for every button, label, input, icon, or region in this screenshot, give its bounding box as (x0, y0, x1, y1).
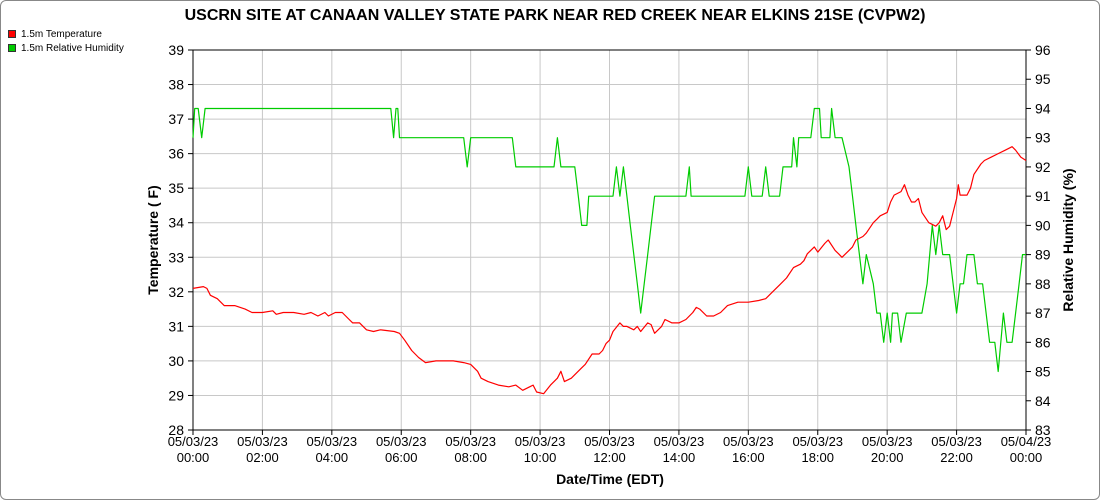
x-tick-label-date: 05/03/23 (445, 434, 496, 449)
legend-swatch-temperature (8, 30, 16, 38)
x-tick-label-time: 20:00 (871, 450, 904, 465)
y-tick-label-right: 84 (1035, 393, 1051, 409)
y-tick-label-right: 88 (1035, 276, 1051, 292)
x-tick-label-date: 05/03/23 (931, 434, 982, 449)
series-line-humidity (192, 107, 1026, 373)
y-tick-label-right: 83 (1035, 422, 1051, 438)
x-tick-label-date: 05/03/23 (792, 434, 843, 449)
x-tick-label-time: 14:00 (663, 450, 696, 465)
y-tick-label-right: 96 (1035, 42, 1051, 58)
y-tick-label-right: 90 (1035, 217, 1051, 233)
x-tick-label-time: 10:00 (524, 450, 557, 465)
x-tick-label-date: 05/03/23 (723, 434, 774, 449)
x-tick-label-time: 00:00 (177, 450, 210, 465)
y-tick-label-left: 28 (168, 422, 184, 438)
y-tick-label-right: 94 (1035, 100, 1051, 116)
x-tick-label-date: 05/03/23 (307, 434, 358, 449)
x-tick-label-time: 12:00 (593, 450, 626, 465)
y-axis-label-left: Temperature ( F) (145, 185, 161, 294)
legend-swatch-humidity (8, 44, 16, 52)
legend-label-temperature: 1.5m Temperature (21, 28, 102, 40)
y-tick-label-right: 89 (1035, 247, 1051, 263)
x-tick-label-time: 16:00 (732, 450, 765, 465)
y-tick-label-right: 91 (1035, 188, 1051, 204)
y-tick-label-left: 32 (168, 284, 184, 300)
y-tick-label-left: 36 (168, 146, 184, 162)
x-tick-label-time: 18:00 (801, 450, 834, 465)
y-tick-label-right: 85 (1035, 364, 1051, 380)
y-tick-label-right: 86 (1035, 334, 1051, 350)
series-layer (192, 107, 1027, 395)
x-tick-label-time: 22:00 (940, 450, 973, 465)
axes: 28 29 30 31 32 33 34 35 36 37 38 39 83 84 85 86 87 88 89 90… (168, 42, 1052, 465)
x-tick-label-date: 05/03/23 (515, 434, 566, 449)
y-tick-label-left: 29 (168, 387, 184, 403)
legend-label-humidity: 1.5m Relative Humidity (21, 42, 124, 54)
x-tick-label-time: 06:00 (385, 450, 418, 465)
x-tick-label-date: 05/03/23 (654, 434, 705, 449)
grid (192, 49, 1027, 431)
x-tick-label-date: 05/03/23 (376, 434, 427, 449)
y-tick-label-left: 39 (168, 42, 184, 58)
legend-item-humidity: 1.5m Relative Humidity (8, 42, 124, 54)
x-tick-label-time: 02:00 (246, 450, 279, 465)
x-tick-label-date: 05/03/23 (237, 434, 288, 449)
x-tick-label-time: 08:00 (454, 450, 487, 465)
x-tick-label-time: 00:00 (1010, 450, 1043, 465)
y-tick-label-right: 92 (1035, 159, 1051, 175)
x-tick-label-date: 05/04/23 (1001, 434, 1052, 449)
y-tick-label-left: 37 (168, 111, 184, 127)
y-tick-label-right: 93 (1035, 130, 1051, 146)
y-tick-label-right: 95 (1035, 71, 1051, 87)
y-tick-label-left: 33 (168, 249, 184, 265)
y-tick-label-left: 31 (168, 318, 184, 334)
x-tick-label-time: 04:00 (316, 450, 349, 465)
chart-title: USCRN SITE AT CANAAN VALLEY STATE PARK N… (185, 7, 926, 24)
y-axis-label-right: Relative Humidity (%) (1060, 168, 1076, 311)
y-tick-label-left: 35 (168, 180, 184, 196)
y-tick-label-left: 30 (168, 353, 184, 369)
x-tick-label-date: 05/03/23 (168, 434, 219, 449)
x-tick-label-date: 05/03/23 (584, 434, 635, 449)
y-tick-label-left: 34 (168, 215, 184, 231)
y-tick-label-right: 87 (1035, 305, 1051, 321)
legend-item-temperature: 1.5m Temperature (8, 28, 102, 40)
y-tick-label-left: 38 (168, 77, 184, 93)
series-line-temperature (192, 146, 1027, 395)
x-axis-label: Date/Time (EDT) (556, 471, 664, 487)
x-tick-label-date: 05/03/23 (862, 434, 913, 449)
